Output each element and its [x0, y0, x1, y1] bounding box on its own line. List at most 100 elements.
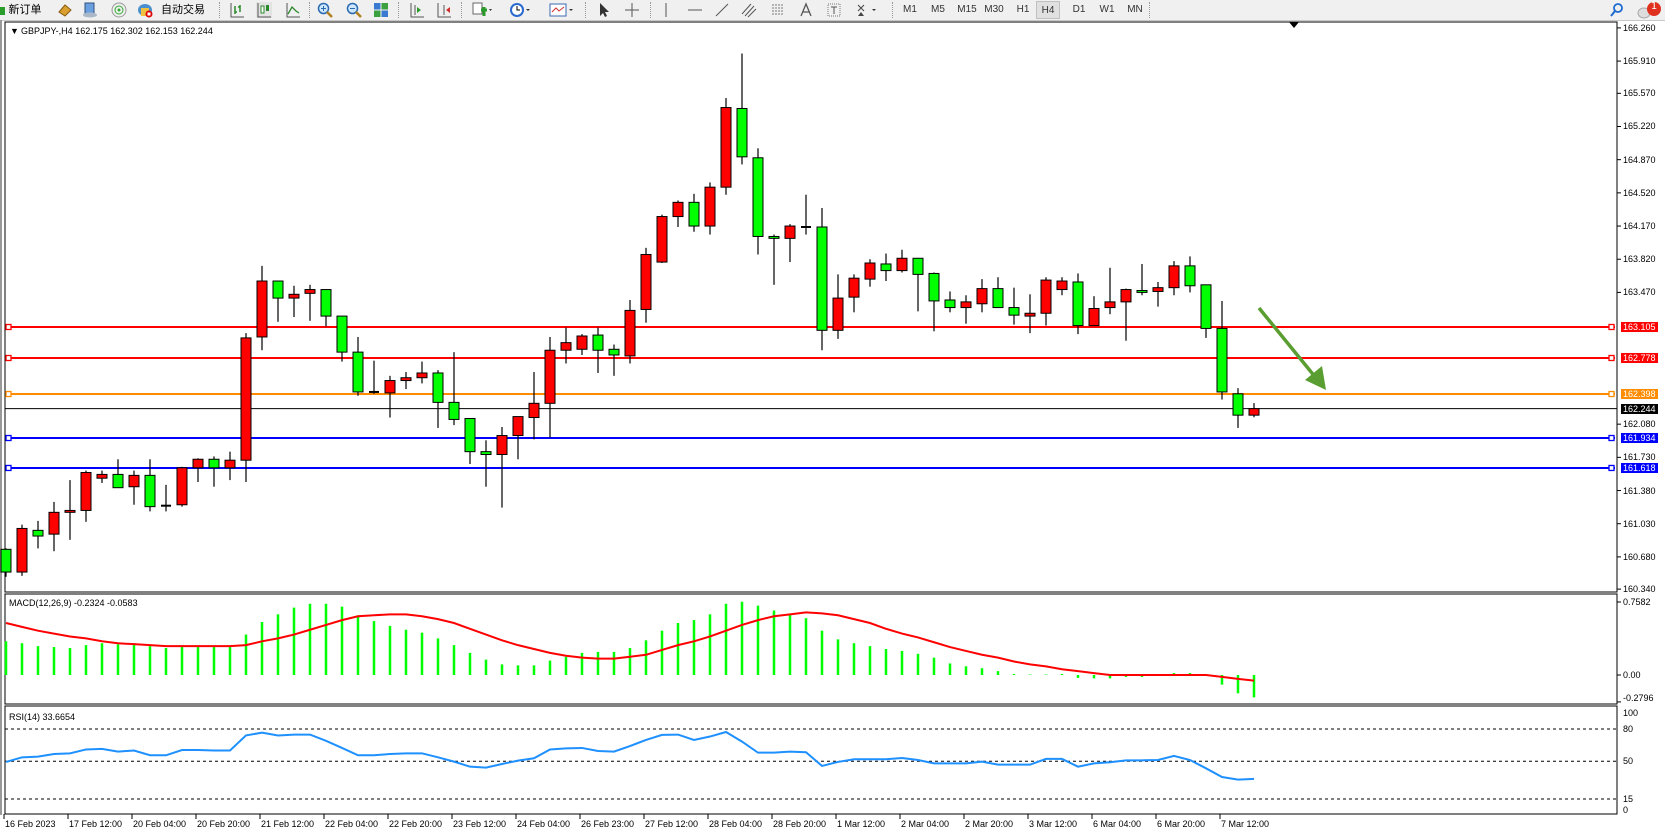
auto-trading-button[interactable]: 自动交易	[161, 3, 205, 16]
autoscroll-icon[interactable]	[436, 2, 452, 18]
candle-body-down	[912, 257, 924, 275]
level-handle	[5, 390, 12, 398]
candle-body-down	[336, 315, 348, 353]
candle	[1024, 294, 1036, 334]
candle	[752, 148, 764, 255]
navigator-icon[interactable]	[82, 2, 98, 18]
text-icon[interactable]	[798, 2, 814, 18]
candle	[736, 53, 748, 165]
price-axis-label: 165.910	[1623, 56, 1656, 67]
horizontal-line-icon[interactable]	[687, 2, 703, 18]
time-axis	[0, 815, 1665, 837]
candle-body-down	[144, 474, 156, 508]
candle-body-up	[496, 435, 508, 456]
cursor-icon[interactable]	[596, 2, 612, 18]
indicators-icon[interactable]	[472, 2, 492, 18]
candle	[320, 289, 332, 327]
price-axis-label: 163.820	[1623, 254, 1656, 265]
vertical-line-icon[interactable]	[658, 2, 674, 18]
periods-icon[interactable]	[509, 2, 530, 18]
tile-windows-icon[interactable]	[373, 2, 389, 18]
candle	[848, 274, 860, 313]
signals-icon[interactable]	[111, 2, 127, 18]
candle-body-down	[432, 372, 444, 403]
timeframe-h4[interactable]: H4	[1036, 1, 1060, 19]
channel-icon[interactable]	[741, 2, 757, 18]
time-axis-label: 16 Feb 2023	[5, 819, 56, 829]
candle-body-up	[832, 297, 844, 331]
timeframe-mn[interactable]: MN	[1127, 4, 1143, 15]
new-order-button[interactable]: 新订单	[8, 3, 42, 16]
time-axis-label: 27 Feb 12:00	[645, 819, 699, 829]
collapse-triangle-icon[interactable]: ▼	[10, 26, 19, 36]
timeframe-d1[interactable]: D1	[1072, 4, 1086, 15]
candle	[112, 459, 124, 489]
bar-chart-icon[interactable]	[229, 2, 245, 18]
time-axis-label: 1 Mar 12:00	[837, 819, 886, 829]
rsi-line	[5, 730, 1255, 781]
candle	[960, 295, 972, 324]
level-price-label: 162.778	[1621, 352, 1658, 363]
candle	[816, 208, 828, 351]
candle	[336, 315, 348, 362]
timeframe-h1[interactable]: H1	[1016, 4, 1030, 15]
auto-trading-icon[interactable]	[137, 2, 153, 18]
timeframe-m5[interactable]: M5	[931, 4, 945, 15]
candle	[656, 214, 668, 264]
price-axis-label: 165.220	[1623, 121, 1656, 132]
candle-body-up	[256, 280, 268, 338]
candle-body-down	[1200, 284, 1212, 329]
time-axis-label: 7 Mar 12:00	[1221, 819, 1270, 829]
candle-body-up	[16, 527, 28, 573]
notification-icon[interactable]	[1636, 2, 1664, 19]
timeframe-m15[interactable]: M15	[957, 4, 977, 15]
timeframe-m30[interactable]: M30	[984, 4, 1004, 15]
search-icon[interactable]	[1609, 2, 1625, 18]
candle	[32, 520, 44, 549]
timeframe-w1[interactable]: W1	[1099, 4, 1115, 15]
candle	[480, 440, 492, 487]
chart-shift-icon[interactable]	[409, 2, 425, 18]
chart-shift-marker-icon	[1289, 22, 1299, 28]
candle	[304, 284, 316, 321]
macd-label: MACD(12,26,9) -0.2324 -0.0583	[9, 598, 138, 608]
line-chart-icon[interactable]	[285, 2, 301, 18]
zoom-in-icon[interactable]	[317, 2, 333, 18]
templates-icon[interactable]	[549, 2, 573, 18]
macd-signal-line	[5, 611, 1255, 682]
price-axis-label: 160.340	[1623, 584, 1656, 595]
candle-body-down	[1072, 281, 1084, 327]
candle	[240, 333, 252, 482]
trendline-icon[interactable]	[714, 2, 730, 18]
candle-body-up	[848, 277, 860, 298]
trend-arrow-line	[1257, 306, 1318, 380]
candle	[944, 291, 956, 313]
candle-body-down	[752, 157, 764, 237]
new-order-icon[interactable]	[0, 2, 6, 18]
market-watch-icon[interactable]	[57, 2, 73, 18]
timeframe-m1[interactable]: M1	[903, 4, 917, 15]
candle	[1040, 277, 1052, 326]
candle-body-up	[1056, 280, 1068, 291]
price-axis-label: 165.570	[1623, 88, 1656, 99]
candle	[801, 194, 811, 235]
candle-body-up	[896, 257, 908, 272]
price-axis-label: 164.170	[1623, 221, 1656, 232]
candle	[912, 257, 924, 312]
candle-body-up	[176, 467, 188, 506]
candle-body-down	[608, 348, 620, 356]
crosshair-icon[interactable]	[624, 2, 640, 18]
candlestick-icon[interactable]	[256, 2, 272, 18]
price-axis-label: 162.080	[1623, 419, 1656, 430]
toolbar-separator	[585, 2, 587, 18]
candle	[640, 247, 652, 323]
candle	[976, 279, 988, 313]
rsi-label: RSI(14) 33.6654	[9, 712, 76, 722]
zoom-out-icon[interactable]	[346, 2, 362, 18]
toolbar-separator	[398, 2, 400, 18]
candle-body-down	[0, 548, 12, 573]
text-label-icon[interactable]	[826, 2, 842, 18]
level-handle	[5, 434, 12, 442]
arrows-icon[interactable]	[855, 2, 876, 18]
